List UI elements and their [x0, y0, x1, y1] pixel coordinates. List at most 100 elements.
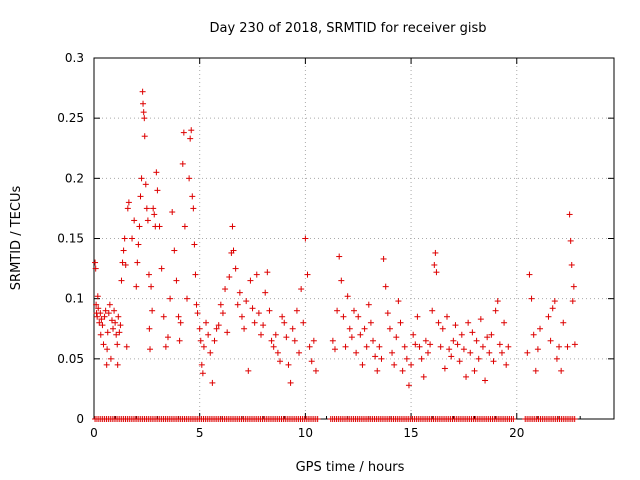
- data-point: [175, 313, 182, 320]
- data-point: [251, 319, 258, 326]
- x-tick-label: 0: [90, 426, 98, 440]
- data-point: [115, 313, 122, 320]
- data-point: [162, 343, 169, 350]
- data-point: [108, 317, 115, 324]
- data-point: [384, 310, 391, 317]
- zero-point: [314, 416, 321, 422]
- data-point: [338, 277, 345, 284]
- y-tick-label: 0.2: [65, 171, 84, 185]
- data-point: [249, 305, 256, 312]
- data-point: [300, 319, 307, 326]
- data-point: [199, 370, 206, 377]
- data-point: [274, 349, 281, 356]
- data-point: [382, 283, 389, 290]
- data-point: [184, 295, 191, 302]
- data-point: [277, 358, 284, 365]
- data-point: [469, 329, 476, 336]
- data-point: [104, 329, 111, 336]
- data-point: [186, 175, 193, 182]
- data-point: [238, 313, 245, 320]
- data-point: [405, 382, 412, 389]
- data-point: [105, 310, 112, 317]
- data-point: [334, 307, 341, 314]
- data-point: [365, 301, 372, 308]
- data-point: [498, 349, 505, 356]
- data-point: [122, 261, 129, 268]
- data-point: [488, 331, 495, 338]
- data-point: [215, 322, 222, 329]
- data-point: [399, 367, 406, 374]
- data-point: [97, 331, 104, 338]
- data-point: [181, 223, 188, 230]
- data-point: [234, 301, 241, 308]
- data-point: [123, 343, 130, 350]
- data-point: [534, 346, 541, 353]
- data-point: [232, 265, 239, 272]
- data-point: [138, 175, 145, 182]
- data-point: [458, 331, 465, 338]
- data-point: [266, 307, 273, 314]
- data-point: [465, 319, 472, 326]
- data-points: [92, 88, 578, 422]
- data-point: [106, 301, 113, 308]
- data-point: [357, 331, 364, 338]
- data-point: [420, 373, 427, 380]
- data-point: [134, 259, 141, 266]
- data-point: [370, 337, 377, 344]
- data-point: [133, 283, 140, 290]
- data-point: [217, 301, 224, 308]
- data-point: [380, 255, 387, 262]
- data-point: [103, 361, 110, 368]
- data-point: [391, 361, 398, 368]
- data-point: [329, 337, 336, 344]
- data-point: [144, 217, 151, 224]
- data-point: [570, 283, 577, 290]
- data-point: [374, 367, 381, 374]
- data-point: [96, 319, 103, 326]
- data-point: [145, 271, 152, 278]
- data-point: [209, 379, 216, 386]
- data-point: [262, 289, 269, 296]
- data-point: [348, 334, 355, 341]
- data-point: [571, 341, 578, 348]
- data-point: [118, 277, 125, 284]
- data-point: [191, 241, 198, 248]
- data-point: [363, 343, 370, 350]
- data-point: [344, 293, 351, 300]
- data-point: [431, 261, 438, 268]
- data-point: [414, 313, 421, 320]
- data-point: [101, 313, 108, 320]
- data-point: [351, 307, 357, 314]
- data-point: [359, 361, 366, 368]
- data-point: [260, 322, 267, 329]
- data-point: [119, 259, 126, 266]
- data-point: [177, 319, 184, 326]
- data-point: [547, 337, 554, 344]
- data-point: [355, 313, 362, 320]
- data-point: [190, 205, 197, 212]
- data-point: [403, 355, 410, 362]
- data-point: [412, 341, 419, 348]
- data-point: [236, 289, 243, 296]
- data-point: [92, 265, 99, 272]
- data-point: [167, 295, 174, 302]
- data-point: [99, 322, 106, 329]
- data-point: [135, 241, 142, 248]
- data-point: [153, 169, 160, 176]
- data-point: [378, 355, 385, 362]
- data-point: [104, 346, 111, 353]
- data-point: [111, 307, 118, 314]
- data-point: [150, 205, 157, 212]
- data-point: [477, 316, 484, 323]
- data-point: [450, 337, 457, 344]
- data-point: [433, 269, 440, 276]
- data-point: [456, 358, 463, 365]
- data-point: [154, 187, 161, 194]
- data-point: [298, 286, 305, 293]
- data-point: [137, 193, 144, 200]
- data-point: [439, 325, 446, 332]
- data-point: [102, 307, 109, 314]
- data-point: [187, 135, 194, 142]
- data-point: [532, 367, 539, 374]
- data-point: [361, 325, 368, 332]
